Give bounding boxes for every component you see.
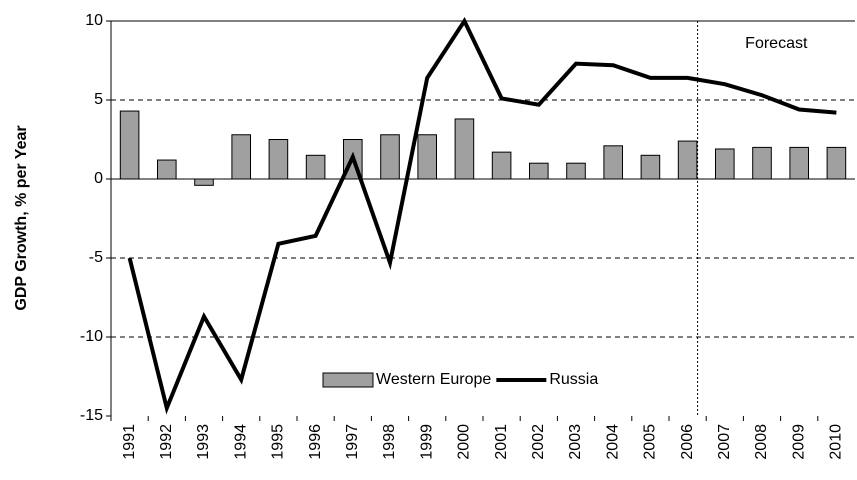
x-tick-label: 1995: [270, 424, 287, 460]
bar: [157, 159, 177, 180]
x-tick-label: 1998: [381, 424, 398, 460]
bar: [826, 146, 847, 180]
bar: [380, 134, 400, 180]
bar: [677, 140, 698, 180]
x-tick-label: 1996: [307, 424, 324, 460]
bar: [529, 162, 549, 180]
bar: [454, 118, 475, 180]
y-tick-label: 5: [94, 91, 103, 108]
x-tick-label: 2008: [753, 424, 770, 460]
x-tick-label: 2010: [828, 424, 845, 460]
x-tick-label: 2005: [642, 424, 659, 460]
x-tick-label: 2009: [790, 424, 807, 460]
x-tick-label: 2004: [604, 424, 621, 460]
x-tick-label: 1994: [232, 424, 249, 460]
x-tick-label: 2003: [567, 424, 584, 460]
x-tick-label: 1991: [121, 424, 138, 460]
y-axis-label: GDP Growth, % per Year: [13, 125, 30, 310]
x-tick-label: 1992: [158, 424, 175, 460]
bar: [491, 151, 512, 180]
x-tick-label: 1999: [418, 424, 435, 460]
bar: [305, 154, 326, 180]
legend-label: Russia: [549, 371, 598, 388]
x-tick-label: 2002: [530, 424, 547, 460]
bar: [715, 148, 735, 180]
y-tick-label: -10: [80, 328, 103, 345]
x-tick-label: 2007: [716, 424, 733, 460]
y-tick-label: -15: [80, 407, 103, 424]
x-tick-label: 2000: [456, 424, 473, 460]
y-tick-label: 10: [85, 12, 103, 29]
x-tick-label: 1997: [344, 424, 361, 460]
bar: [194, 178, 214, 186]
bar: [789, 146, 810, 180]
x-tick-label: 2001: [493, 424, 510, 460]
bar: [640, 154, 661, 180]
forecast-label: Forecast: [745, 35, 808, 52]
legend-label: Western Europe: [376, 371, 491, 388]
x-tick-label: 2006: [679, 424, 696, 460]
bar: [566, 162, 586, 180]
bar: [119, 110, 140, 180]
x-tick-label: 1993: [195, 424, 212, 460]
bar: [231, 134, 251, 180]
bar: [752, 146, 772, 180]
bar: [603, 145, 624, 180]
line: [127, 16, 837, 415]
legend-swatch: [322, 372, 374, 388]
bar: [417, 134, 437, 180]
bar: [268, 139, 289, 180]
y-tick-label: -5: [89, 249, 103, 266]
y-tick-label: 0: [94, 170, 103, 187]
